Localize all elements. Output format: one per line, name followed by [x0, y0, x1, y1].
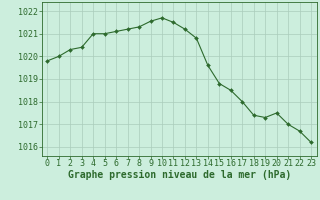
X-axis label: Graphe pression niveau de la mer (hPa): Graphe pression niveau de la mer (hPa)	[68, 170, 291, 180]
